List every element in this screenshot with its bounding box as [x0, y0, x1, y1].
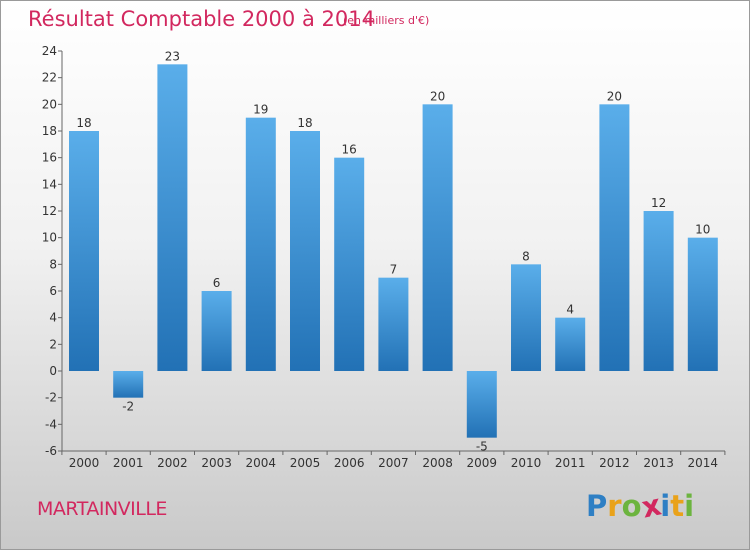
data-label-2004: 19: [253, 103, 268, 117]
y-tick-label: 0: [49, 364, 57, 378]
y-tick-label: 18: [42, 124, 57, 138]
x-tick-label-2002: 2002: [157, 456, 188, 470]
x-tick-label-2008: 2008: [422, 456, 453, 470]
data-label-2014: 10: [695, 223, 710, 237]
y-tick-label: 12: [42, 204, 57, 218]
x-tick-label-2012: 2012: [599, 456, 630, 470]
data-label-2011: 4: [566, 303, 574, 317]
x-tick-label-2000: 2000: [69, 456, 100, 470]
place-name: MARTAINVILLE: [37, 498, 167, 520]
x-tick-label-2007: 2007: [378, 456, 409, 470]
y-tick-label: 16: [42, 151, 57, 165]
data-label-2000: 18: [76, 116, 91, 130]
y-tick-label: 22: [42, 71, 57, 85]
bar-2000: [69, 131, 99, 371]
bar-2012: [599, 104, 630, 371]
logo-letter: P: [586, 489, 608, 523]
data-label-2013: 12: [651, 196, 666, 210]
bar-2005: [290, 131, 320, 371]
logo-letter: i: [684, 489, 695, 523]
bar-2007: [378, 277, 409, 371]
y-tick-label: 20: [42, 97, 57, 111]
y-tick-label: 4: [49, 311, 57, 325]
x-tick-label-2003: 2003: [201, 456, 232, 470]
data-label-2006: 16: [342, 143, 357, 157]
data-label-2008: 20: [430, 89, 445, 103]
bar-2008: [422, 104, 453, 371]
bar-2006: [334, 157, 365, 371]
data-label-2010: 8: [522, 249, 530, 263]
data-label-2012: 20: [607, 89, 622, 103]
y-tick-label: 10: [42, 231, 57, 245]
chart-title: Résultat Comptable 2000 à 2014: [28, 7, 375, 31]
data-label-2003: 6: [213, 276, 221, 290]
logo-letter: t: [670, 489, 685, 523]
y-tick-label: 6: [49, 284, 57, 298]
y-tick-label: 24: [42, 44, 57, 58]
proxiti-logo: Proxiti: [586, 487, 695, 524]
y-tick-label: -6: [45, 444, 57, 458]
logo-letter: r: [607, 489, 622, 523]
x-tick-label-2014: 2014: [688, 456, 719, 470]
bar-2011: [555, 317, 586, 371]
bar-2009: [466, 371, 497, 438]
data-label-2005: 18: [297, 116, 312, 130]
data-label-2001: -2: [122, 400, 134, 414]
data-label-2009: -5: [476, 440, 488, 454]
bar-2014: [687, 237, 718, 371]
bar-2003: [201, 291, 232, 371]
x-tick-label-2013: 2013: [643, 456, 674, 470]
y-tick-label: 8: [49, 257, 57, 271]
x-tick-label-2011: 2011: [555, 456, 586, 470]
x-tick-label-2010: 2010: [511, 456, 542, 470]
x-tick-label-2001: 2001: [113, 456, 144, 470]
bar-2004: [245, 117, 276, 372]
bar-2010: [511, 264, 541, 371]
logo-letter: o: [621, 489, 642, 523]
x-tick-label-2009: 2009: [467, 456, 498, 470]
logo-letter: i: [660, 489, 671, 523]
x-tick-label-2004: 2004: [246, 456, 277, 470]
y-tick-label: 14: [42, 177, 57, 191]
chart-subtitle: (en milliers d'€): [343, 14, 430, 27]
x-tick-label-2005: 2005: [290, 456, 321, 470]
y-tick-label: 2: [49, 337, 57, 351]
data-label-2002: 23: [165, 49, 180, 63]
y-tick-label: -2: [45, 391, 57, 405]
y-tick-label: -4: [45, 417, 57, 431]
bar-2002: [157, 64, 188, 372]
bar-2001: [113, 371, 144, 398]
bar-2013: [643, 211, 674, 371]
x-tick-label-2006: 2006: [334, 456, 365, 470]
data-label-2007: 7: [390, 263, 398, 277]
